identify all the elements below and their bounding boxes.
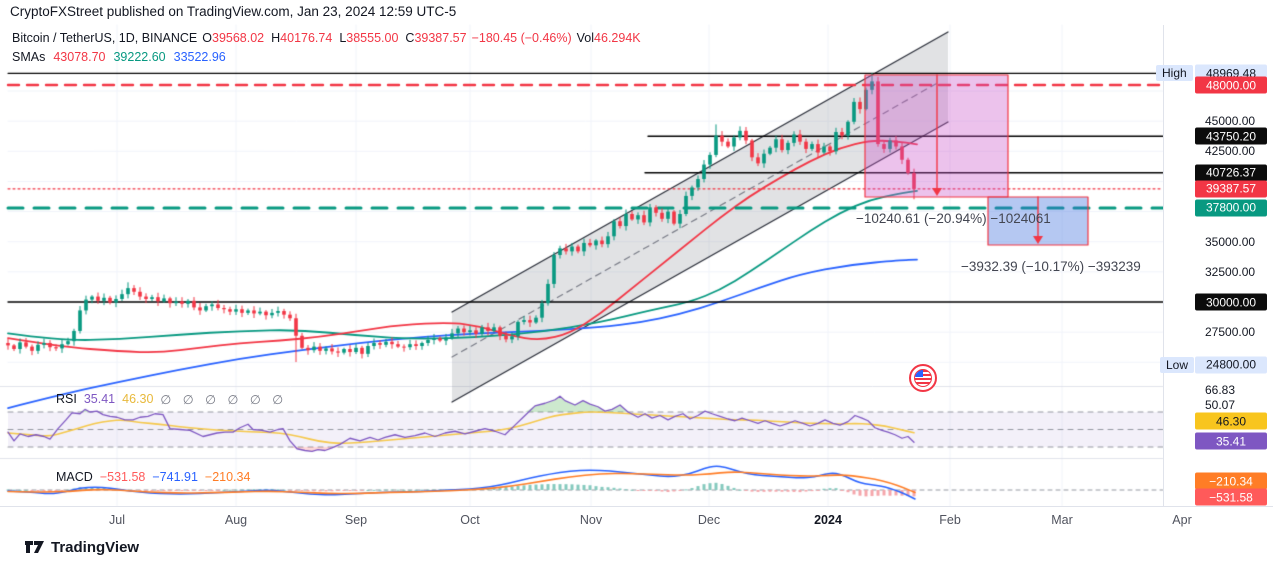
sma-values: 43078.70 39222.60 33522.96 [53, 50, 225, 64]
change-value: −180.45 (−0.46%) [471, 31, 572, 45]
sma-value: 39222.60 [113, 50, 166, 64]
macd-value: −531.58 [99, 470, 146, 484]
price-tick: 27500.00 [1205, 325, 1256, 340]
low-label-chip: Low [1160, 356, 1195, 373]
rsi-legend: RSI 35.41 46.30 ∅ ∅ ∅ ∅ ∅ ∅ [56, 392, 287, 407]
price-badge: 43750.20 [1195, 127, 1267, 145]
high-label-chip: High [1156, 65, 1193, 82]
tradingview-logo-text: TradingView [51, 538, 140, 556]
indicator-badge: 35.41 [1195, 432, 1267, 450]
macd-value: −741.91 [152, 470, 198, 484]
time-axis-label: Mar [1051, 513, 1073, 527]
price-badge: 48000.00 [1195, 76, 1267, 94]
tradingview-logo-icon [25, 541, 44, 553]
rsi-empty-values: ∅ ∅ ∅ ∅ ∅ ∅ [160, 393, 288, 407]
symbol-legend: Bitcoin / TetherUS, 1D, BINANCE O39568.0… [12, 31, 641, 45]
us-flag-icon [914, 369, 932, 387]
macd-name[interactable]: MACD [56, 470, 93, 484]
indicator-badge: −210.34 [1195, 472, 1267, 490]
macd-legend: MACD −531.58 −741.91 −210.34 [56, 470, 250, 484]
volume: Vol46.294K [576, 31, 641, 45]
rsi-name[interactable]: RSI [56, 392, 77, 406]
macd-values: −531.58 −741.91 −210.34 [100, 470, 251, 484]
low-price-label: 24800.00 [1195, 356, 1267, 374]
price-badge: 37800.00 [1195, 199, 1267, 217]
time-axis-label: 2024 [814, 513, 842, 527]
publish-header: CryptoFXStreet published on TradingView.… [10, 4, 457, 19]
time-axis-label: Oct [460, 513, 480, 527]
time-axis-label: Feb [939, 513, 961, 527]
macd-value: −210.34 [204, 470, 251, 484]
rsi-scale-tick: 66.83 [1205, 383, 1236, 397]
ohlc-item: O39568.02 [202, 31, 265, 45]
time-axis-label: Apr [1172, 513, 1192, 527]
time-axis-label: Aug [224, 513, 248, 527]
tradingview-logo[interactable]: TradingView [25, 538, 139, 556]
price-tick: 42500.00 [1205, 144, 1256, 159]
price-tick: 32500.00 [1205, 264, 1256, 279]
us-economic-event-icon[interactable] [909, 364, 937, 392]
smas-legend: SMAs 43078.70 39222.60 33522.96 [12, 50, 226, 64]
price-tick: 35000.00 [1205, 234, 1256, 249]
ohlc-item: L38555.00 [339, 31, 399, 45]
indicator-badge: −531.58 [1195, 488, 1267, 506]
time-axis-label: Nov [579, 513, 603, 527]
price-badge: 39387.57 [1195, 180, 1267, 198]
price-badge: 40726.37 [1195, 164, 1267, 182]
time-axis-label: Jul [109, 513, 125, 527]
time-axis-label: Sep [344, 513, 368, 527]
smas-label[interactable]: SMAs [12, 50, 46, 64]
rsi-ma-value: 46.30 [122, 392, 154, 406]
time-axis[interactable]: Jul Aug Sep Oct Nov Dec 2024 Feb Mar Apr [0, 506, 1273, 533]
sma-value: 43078.70 [53, 50, 106, 64]
price-scale[interactable]: 45000.00 42500.00 35000.00 32500.00 27500.00… [1163, 25, 1273, 506]
measure-annotation-1: −10240.61 (−20.94%) −1024061 [856, 211, 1051, 226]
ohlc-item: H40176.74 [271, 31, 333, 45]
indicator-badge: 46.30 [1195, 412, 1267, 430]
ohlc-values: O39568.02 H40176.74 L38555.00 C39387.57 [202, 31, 466, 45]
price-badge: 30000.00 [1195, 293, 1267, 311]
rsi-scale-tick: 50.07 [1205, 398, 1236, 412]
price-tick: 45000.00 [1205, 114, 1256, 129]
time-axis-label: Dec [697, 513, 721, 527]
rsi-value: 35.41 [83, 392, 116, 406]
symbol-title[interactable]: Bitcoin / TetherUS, 1D, BINANCE [12, 31, 198, 45]
ohlc-item: C39387.57 [405, 31, 467, 45]
sma-value: 33522.96 [173, 50, 226, 64]
measure-annotation-2: −3932.39 (−10.17%) −393239 [961, 259, 1141, 274]
